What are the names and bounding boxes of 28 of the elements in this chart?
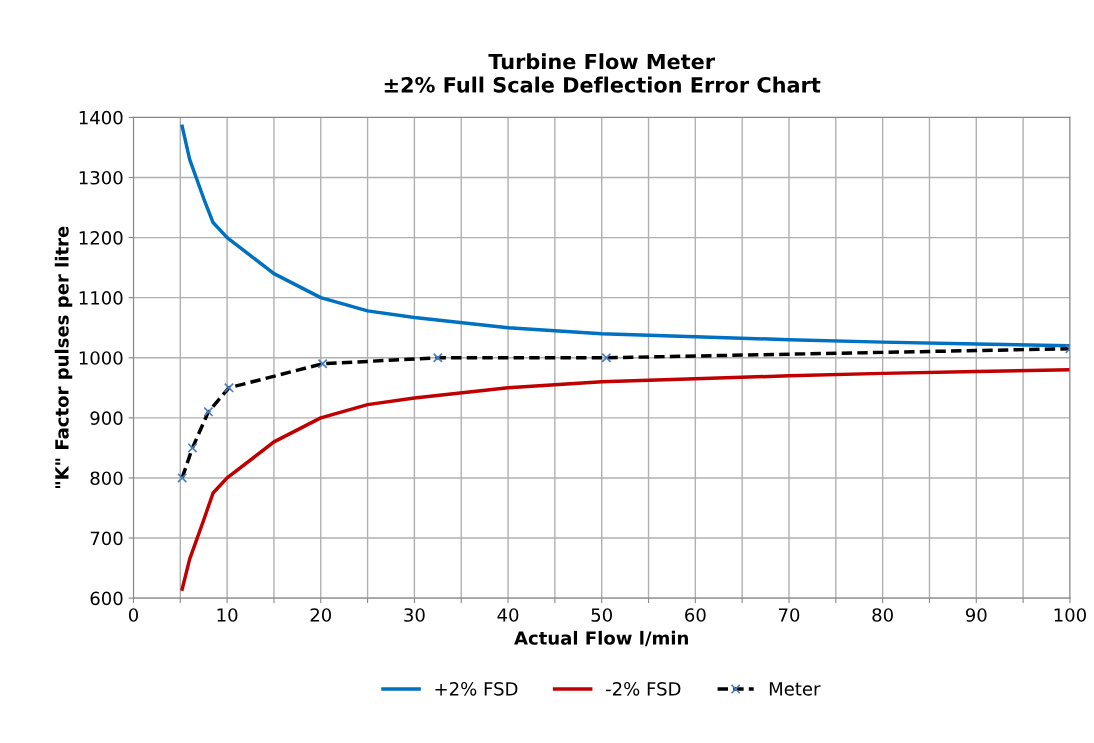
x-tick-label: 40 <box>497 608 519 622</box>
x-tick-label: 50 <box>591 608 612 622</box>
x-axis-title: Actual Flow l/min <box>514 630 688 647</box>
y-tick-label: 600 <box>90 591 123 606</box>
y-tick-label: 1000 <box>79 351 123 365</box>
line-series <box>180 124 1070 348</box>
x-tick-label: 90 <box>965 608 987 622</box>
y-tick-label: 800 <box>90 471 123 486</box>
line-series <box>180 368 1070 591</box>
x-tick-label: 60 <box>685 608 706 622</box>
y-tick-label: 900 <box>90 411 123 425</box>
x-tick-label: 10 <box>217 608 238 622</box>
x-tick-label: 100 <box>1054 608 1086 622</box>
x-tick-label: 30 <box>404 608 425 622</box>
legend-label: +2% FSD <box>435 681 518 696</box>
y-tick-label: 1100 <box>79 291 123 305</box>
y-tick-label: 1200 <box>79 231 123 245</box>
chart-title: Turbine Flow Meter ±2% Full Scale Deflection Error Chart <box>384 53 821 93</box>
legend-label: -2% FSD <box>606 681 681 696</box>
y-tick-label: 1400 <box>79 110 123 125</box>
y-axis-title: "K" Factor pulses per litre <box>54 226 73 489</box>
legend-label: Meter <box>769 682 821 696</box>
x-tick-label: 0 <box>128 608 139 622</box>
x-tick-label: 70 <box>778 608 800 622</box>
x-tick-label: 20 <box>310 608 332 622</box>
x-tick-label: 80 <box>872 608 893 622</box>
y-tick-label: 700 <box>90 531 123 546</box>
y-tick-label: 1300 <box>79 170 123 185</box>
